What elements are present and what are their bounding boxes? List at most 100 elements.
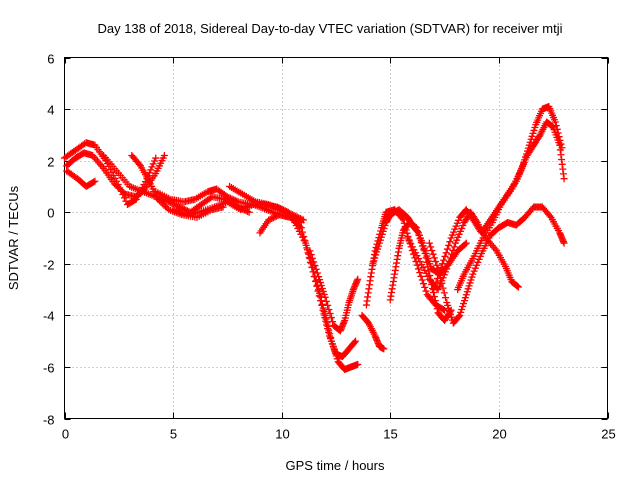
data-point: [438, 279, 446, 287]
data-point: [322, 297, 330, 305]
data-point: [265, 216, 273, 224]
data-point: [433, 261, 441, 269]
data-point: [428, 247, 436, 255]
data-point: [411, 223, 419, 231]
data-point: [413, 261, 421, 269]
data-point: [351, 338, 359, 346]
data-point: [421, 249, 429, 257]
data-point: [417, 272, 425, 280]
data-point: [420, 246, 428, 254]
data-point: [432, 278, 440, 286]
data-point: [228, 195, 236, 203]
data-point: [152, 154, 160, 162]
data-point: [436, 267, 444, 275]
data-point: [312, 265, 320, 273]
chart-title: Day 138 of 2018, Sidereal Day-to-day VTE…: [97, 21, 562, 36]
data-point: [325, 328, 333, 336]
x-axis-label: GPS time / hours: [286, 458, 385, 473]
data-point: [439, 284, 447, 292]
data-point: [299, 216, 307, 224]
y-tick-label: -8: [43, 413, 55, 428]
y-tick-label: 2: [47, 155, 54, 170]
series-track-12: [358, 311, 388, 353]
data-point: [319, 306, 327, 314]
data-point: [422, 254, 430, 262]
data-point: [418, 276, 426, 284]
data-point: [414, 227, 422, 235]
data-point: [551, 118, 559, 126]
series-track-3: [63, 167, 99, 190]
data-point: [324, 301, 332, 309]
data-point: [442, 249, 450, 257]
data-point: [420, 280, 428, 288]
data-point: [308, 254, 316, 262]
data-point: [444, 261, 452, 269]
data-point: [324, 325, 332, 333]
data-point: [176, 203, 184, 211]
data-point: [318, 301, 326, 309]
data-point: [322, 317, 330, 325]
data-point: [443, 245, 451, 253]
data-point: [445, 241, 453, 249]
x-tick-label: 20: [492, 427, 506, 442]
data-point: [416, 235, 424, 243]
series-track-10: [291, 219, 360, 361]
x-tick-label: 15: [383, 427, 397, 442]
data-point: [448, 250, 456, 258]
data-point: [269, 214, 277, 222]
data-point: [441, 306, 449, 314]
data-point: [449, 247, 457, 255]
data-point: [295, 214, 303, 222]
data-point: [450, 243, 458, 251]
data-point: [440, 289, 448, 297]
data-point: [442, 294, 450, 302]
data-point: [425, 239, 433, 247]
series-track-9: [256, 211, 362, 374]
data-point: [424, 263, 432, 271]
data-point: [268, 214, 276, 222]
data-point: [315, 292, 323, 300]
data-point: [323, 321, 331, 329]
data-point: [354, 360, 362, 368]
y-tick-label: 6: [47, 52, 54, 67]
data-point: [307, 251, 315, 259]
data-point: [354, 275, 362, 283]
data-point: [135, 160, 143, 168]
data-point: [311, 262, 319, 270]
plot-frame: [64, 57, 608, 419]
data-point: [329, 318, 337, 326]
data-point: [231, 196, 239, 204]
data-point: [441, 252, 449, 260]
data-point: [296, 214, 304, 222]
data-point: [298, 215, 306, 223]
data-point: [439, 305, 447, 313]
data-point: [415, 265, 423, 273]
data-point: [560, 175, 568, 183]
series-track-19: [454, 118, 568, 294]
series-track-11: [306, 247, 362, 335]
data-point: [313, 282, 321, 290]
data-point: [431, 297, 439, 305]
data-point: [514, 283, 522, 291]
data-point: [272, 212, 280, 220]
data-point: [429, 250, 437, 258]
data-point: [306, 247, 314, 255]
data-point: [245, 208, 253, 216]
data-point: [293, 213, 301, 221]
data-point: [316, 297, 324, 305]
x-tick-label: 5: [170, 427, 177, 442]
data-point: [438, 260, 446, 268]
data-point: [435, 271, 443, 279]
data-point: [514, 282, 522, 290]
data-point: [437, 263, 445, 271]
data-point: [320, 310, 328, 318]
axis-ticks: [64, 57, 609, 420]
data-point: [321, 293, 329, 301]
data-point: [415, 231, 423, 239]
data-point: [416, 269, 424, 277]
data-point: [310, 258, 318, 266]
data-point: [455, 312, 463, 320]
data-point: [312, 277, 320, 285]
data-point: [326, 310, 334, 318]
